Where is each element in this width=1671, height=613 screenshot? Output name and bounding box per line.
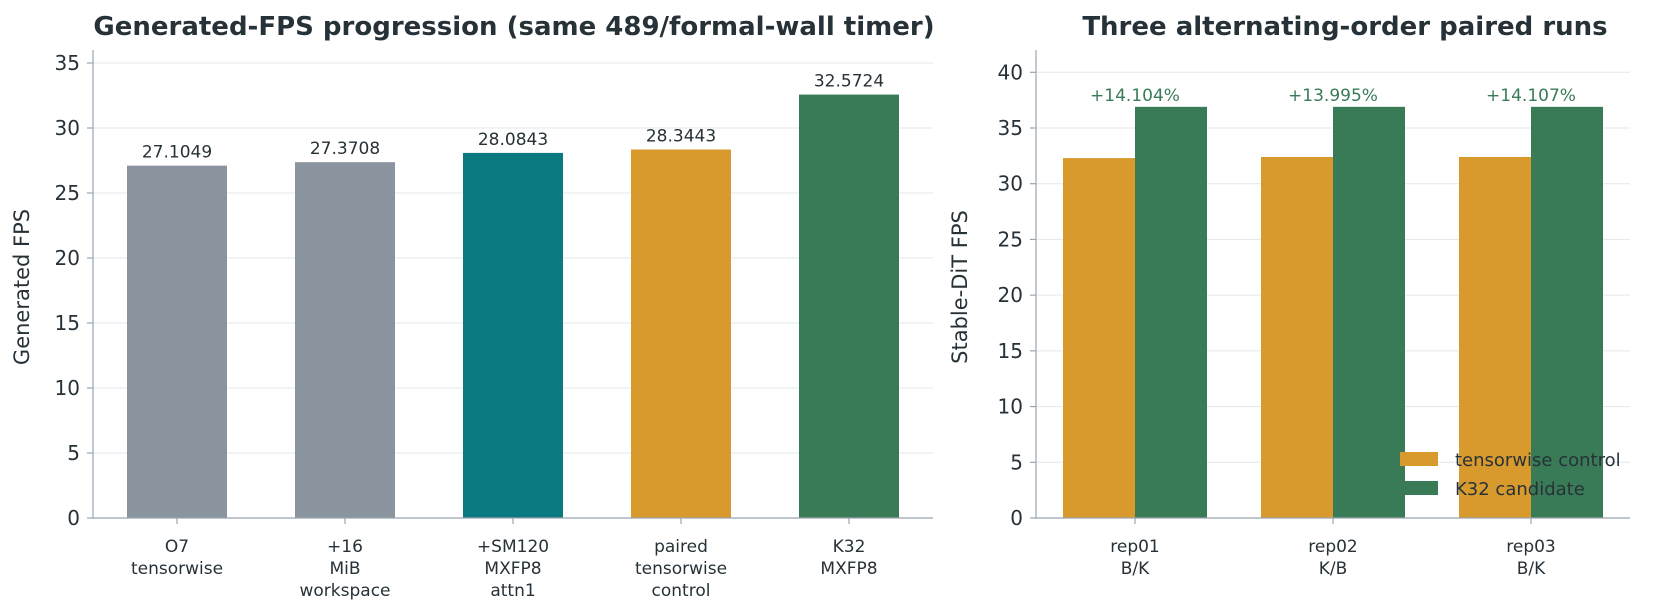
left-y-axis-label: Generated FPS xyxy=(10,209,34,365)
right-y-tick-label: 5 xyxy=(1010,450,1023,474)
right-bar-control xyxy=(1063,158,1135,519)
legend: tensorwise control K32 candidate xyxy=(1400,450,1621,500)
legend-label: K32 candidate xyxy=(1455,479,1585,500)
right-category-label: rep03 B/K xyxy=(1506,537,1556,579)
left-category-label: K32 MXFP8 xyxy=(820,537,877,579)
left-bar xyxy=(127,165,227,519)
fps-progression-chart: Generated-FPS progression (same 489/form… xyxy=(10,12,935,601)
left-y-tick-label: 25 xyxy=(55,181,80,205)
right-category-label: rep02 K/B xyxy=(1308,537,1358,579)
left-y-tick-label: 10 xyxy=(55,376,80,400)
right-percent-annotation: +14.107% xyxy=(1486,86,1576,106)
right-y-tick-label: 25 xyxy=(998,227,1023,251)
left-category-label: O7 tensorwise xyxy=(131,537,223,579)
left-y-tick-label: 20 xyxy=(55,246,80,270)
right-bar-candidate xyxy=(1333,106,1405,518)
left-bar-value-label: 28.3443 xyxy=(646,127,716,147)
left-chart-title: Generated-FPS progression (same 489/form… xyxy=(93,12,934,42)
right-bar-control xyxy=(1261,156,1333,518)
left-bar xyxy=(799,94,899,518)
left-bar xyxy=(463,152,563,518)
right-bar-candidate xyxy=(1531,106,1603,518)
right-y-tick-label: 30 xyxy=(998,172,1023,196)
left-bar xyxy=(295,162,395,518)
left-bar-value-label: 32.5724 xyxy=(814,72,884,92)
legend-label: tensorwise control xyxy=(1455,450,1621,471)
left-bar-value-label: 27.1049 xyxy=(142,143,212,163)
paired-runs-chart: Three alternating-order paired runs Stab… xyxy=(948,12,1630,579)
right-bar-control xyxy=(1459,156,1531,518)
right-y-tick-label: 40 xyxy=(998,60,1023,84)
left-y-tick-label: 0 xyxy=(67,506,80,530)
left-category-label: +SM120 MXFP8 attn1 xyxy=(477,537,549,601)
right-y-tick-label: 10 xyxy=(998,395,1023,419)
right-percent-annotation: +14.104% xyxy=(1090,86,1180,106)
right-y-tick-label: 20 xyxy=(998,283,1023,307)
left-y-tick-label: 30 xyxy=(55,116,80,140)
legend-swatch xyxy=(1400,481,1438,495)
left-category-label: paired tensorwise control xyxy=(635,537,727,601)
right-chart-title: Three alternating-order paired runs xyxy=(1082,12,1607,42)
legend-swatch xyxy=(1400,452,1438,466)
left-bar xyxy=(631,149,731,518)
right-percent-annotation: +13.995% xyxy=(1288,86,1378,106)
right-category-label: rep01 B/K xyxy=(1110,537,1160,579)
right-y-tick-label: 15 xyxy=(998,339,1023,363)
left-y-tick-label: 35 xyxy=(55,51,80,75)
right-y-axis-label: Stable-DiT FPS xyxy=(948,210,972,364)
left-bar-value-label: 28.0843 xyxy=(478,130,548,150)
left-y-tick-label: 15 xyxy=(55,311,80,335)
left-category-label: +16 MiB workspace xyxy=(299,537,390,601)
right-bar-candidate xyxy=(1135,106,1207,518)
left-bar-value-label: 27.3708 xyxy=(310,139,380,159)
right-y-tick-label: 0 xyxy=(1010,506,1023,530)
left-y-tick-label: 5 xyxy=(67,441,80,465)
right-y-tick-label: 35 xyxy=(998,116,1023,140)
